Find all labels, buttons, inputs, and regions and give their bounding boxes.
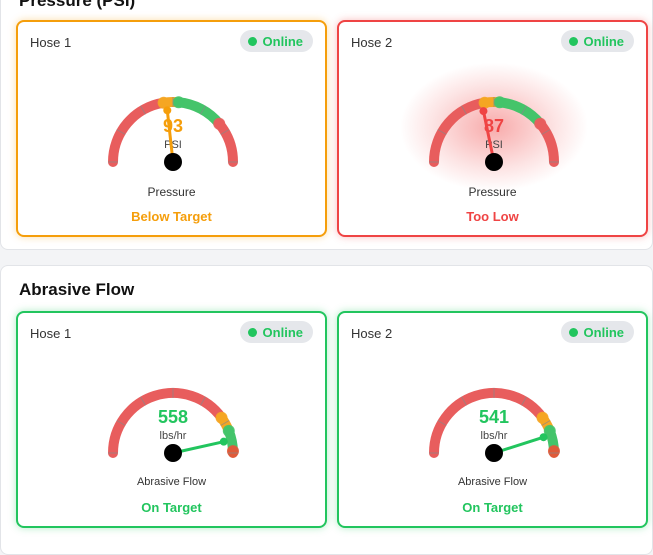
needle-tip	[479, 107, 487, 115]
status-dot-icon	[569, 37, 578, 46]
gauge: 558 lbs/hr	[103, 373, 243, 463]
needle-tip	[220, 438, 228, 446]
metric-label: Abrasive Flow	[18, 476, 325, 488]
gauge-value: 93	[163, 116, 183, 136]
gauge-value: 558	[158, 407, 188, 427]
online-badge: Online	[561, 321, 634, 343]
online-label: Online	[584, 34, 624, 49]
segment-marker	[223, 425, 235, 437]
section-title: Pressure (PSI)	[19, 0, 135, 11]
segment-marker	[173, 96, 185, 108]
needle-hub	[485, 153, 503, 171]
segment-marker	[537, 412, 549, 424]
gauge-segment	[434, 103, 485, 162]
gauge-segment	[500, 102, 541, 123]
metric-label: Abrasive Flow	[339, 476, 646, 488]
online-badge: Online	[240, 30, 313, 52]
segment-marker	[216, 412, 228, 424]
segment-marker	[494, 96, 506, 108]
section-title: Abrasive Flow	[19, 280, 134, 300]
gauge-segment	[179, 102, 220, 123]
needle-tip	[163, 106, 171, 114]
metric-label: Pressure	[339, 185, 646, 199]
abrasive-flow-section: Abrasive Flow Hose 1 Online 558 lbs/hr Ab…	[0, 265, 653, 555]
online-badge: Online	[561, 30, 634, 52]
gauge-unit: lbs/hr	[160, 430, 187, 442]
segment-marker	[227, 445, 239, 457]
needle-hub	[164, 153, 182, 171]
online-label: Online	[263, 325, 303, 340]
hose-name: Hose 1	[30, 35, 71, 50]
online-label: Online	[584, 325, 624, 340]
gauge-segment	[219, 124, 233, 162]
segment-marker	[548, 445, 560, 457]
segment-marker	[479, 97, 491, 109]
metric-label: Pressure	[18, 185, 325, 199]
gauge-unit: PSI	[485, 139, 503, 151]
online-label: Online	[263, 34, 303, 49]
target-status: On Target	[339, 500, 646, 515]
hose-name: Hose 2	[351, 326, 392, 341]
needle-hub	[164, 444, 182, 462]
status-dot-icon	[569, 328, 578, 337]
needle-hub	[485, 444, 503, 462]
online-badge: Online	[240, 321, 313, 343]
status-dot-icon	[248, 37, 257, 46]
gauge-unit: lbs/hr	[481, 430, 508, 442]
gauge: 541 lbs/hr	[424, 373, 564, 463]
target-status: Below Target	[18, 209, 325, 224]
segment-marker	[213, 118, 225, 130]
hose-name: Hose 2	[351, 35, 392, 50]
gauge-segment	[113, 103, 164, 162]
target-status: Too Low	[339, 209, 646, 224]
abrasive-hose-1-card[interactable]: Hose 1 Online 558 lbs/hr Abrasive Flow On…	[16, 311, 327, 528]
needle-tip	[540, 433, 548, 441]
gauge-segment	[540, 124, 554, 162]
abrasive-hose-2-card[interactable]: Hose 2 Online 541 lbs/hr Abrasive Flow On…	[337, 311, 648, 528]
hose-name: Hose 1	[30, 326, 71, 341]
gauge-value: 541	[479, 407, 509, 427]
target-status: On Target	[18, 500, 325, 515]
segment-marker	[534, 118, 546, 130]
status-dot-icon	[248, 328, 257, 337]
